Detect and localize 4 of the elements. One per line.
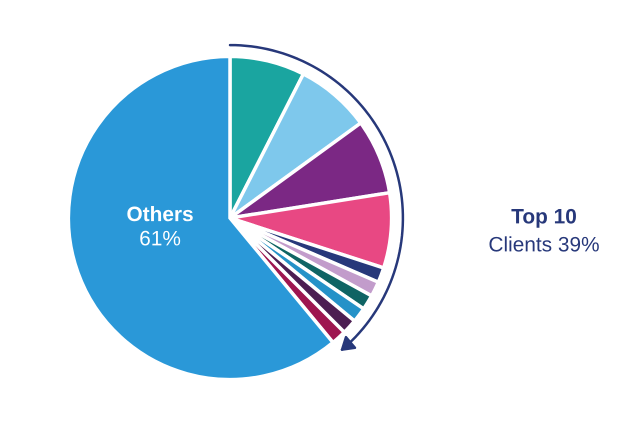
slice-label: Others xyxy=(127,206,193,222)
data-label: 61% xyxy=(140,230,180,246)
text: Top 10 xyxy=(511,208,576,228)
text: Clients 39% xyxy=(489,236,599,252)
